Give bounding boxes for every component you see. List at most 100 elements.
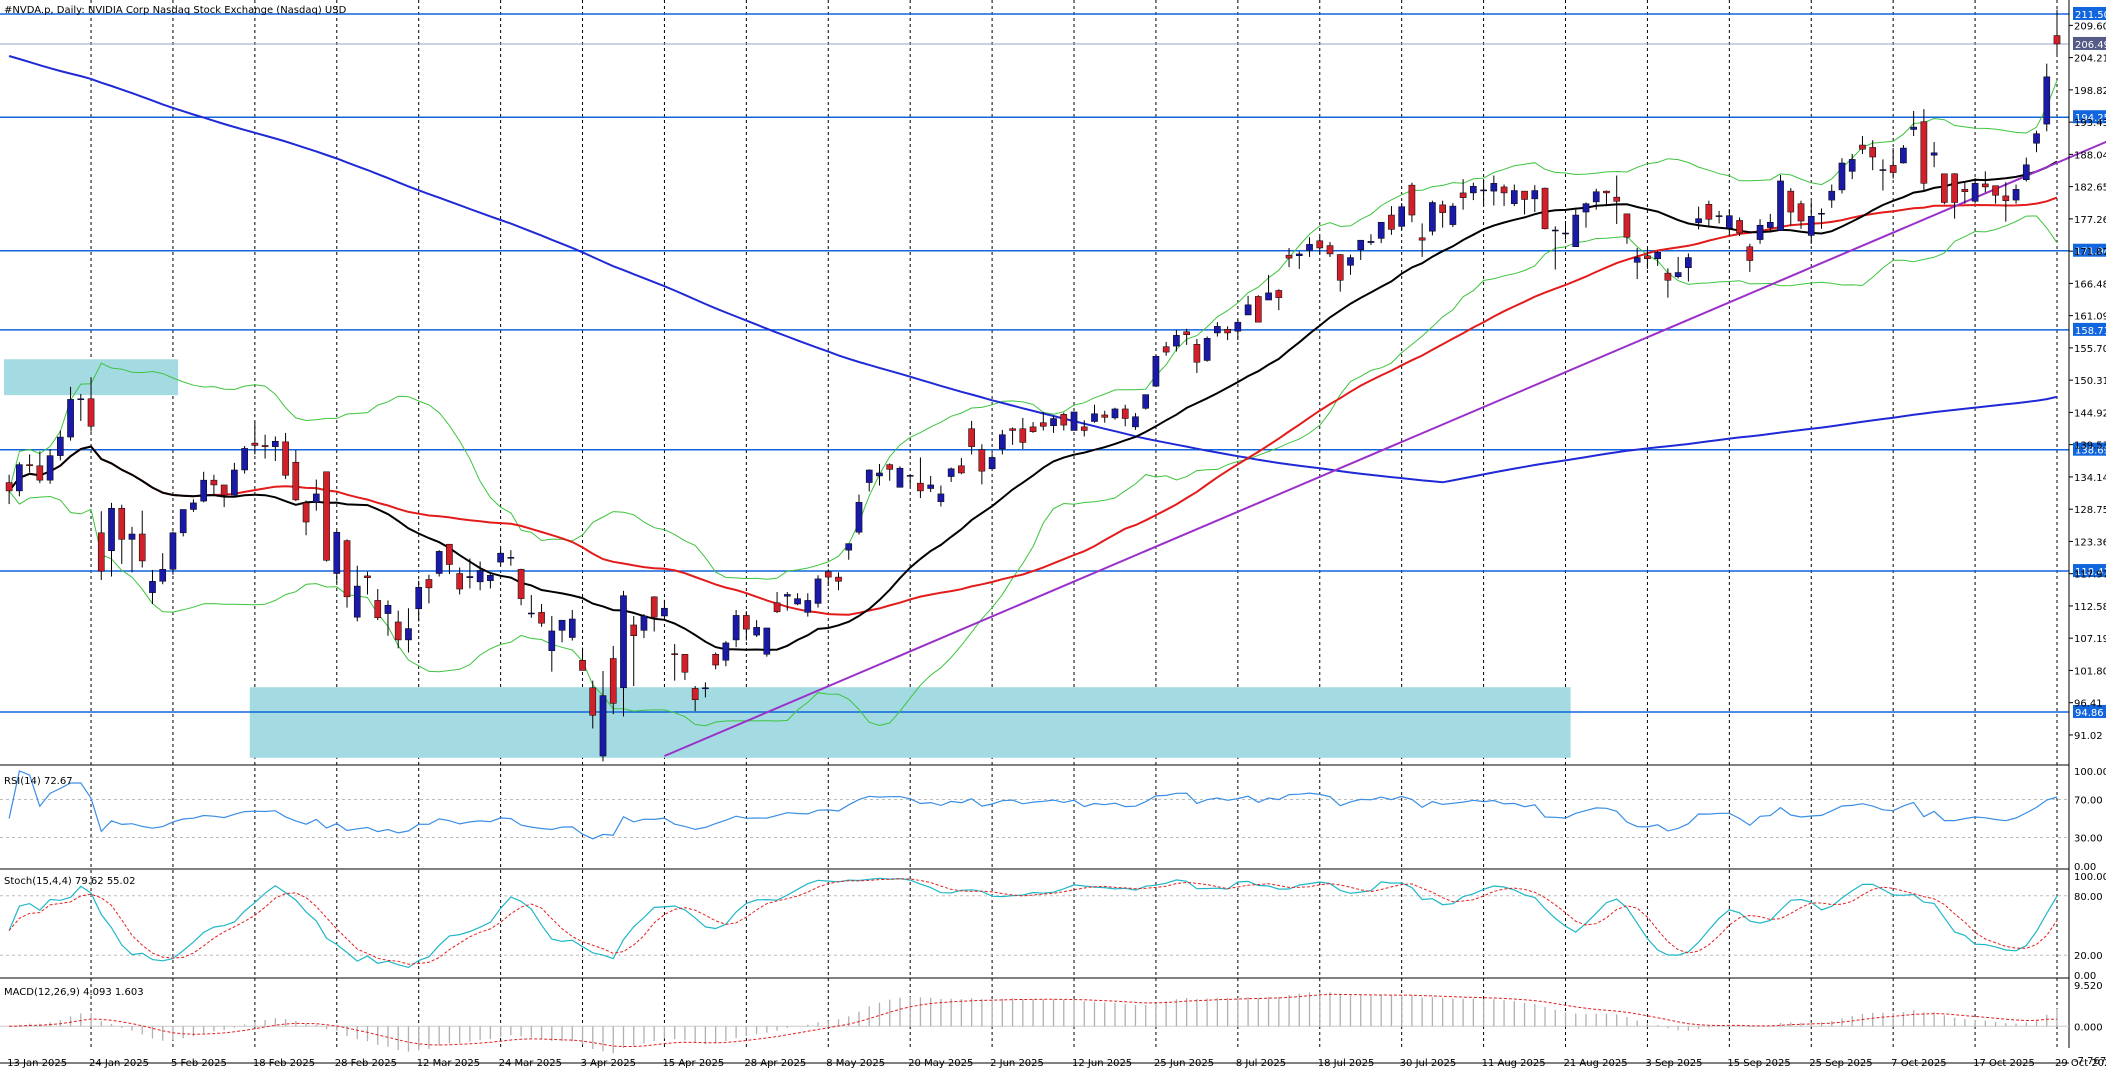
candle	[599, 671, 607, 762]
x-tick-label: 17 Oct 2025	[1973, 1058, 2035, 1069]
bollinger-lower	[8, 215, 2058, 727]
candle	[282, 432, 289, 479]
candle-body	[988, 457, 996, 470]
candle	[466, 558, 474, 589]
candle	[1521, 190, 1528, 215]
x-tick-label: 5 Feb 2025	[171, 1058, 227, 1069]
candle	[906, 474, 914, 487]
x-tick-label: 3 Apr 2025	[581, 1058, 636, 1069]
rsi-tick-label: 70.00	[2074, 796, 2103, 807]
x-tick-label: 24 Jan 2025	[89, 1058, 149, 1069]
price-tick-label: 171.87	[2074, 247, 2106, 258]
candle	[456, 567, 463, 595]
candle-body	[1674, 272, 1682, 277]
stoch-tick-label: 80.00	[2074, 892, 2103, 903]
candle-body	[261, 445, 269, 447]
candle-body	[804, 600, 812, 613]
candle	[947, 467, 955, 482]
candle-body	[497, 552, 504, 563]
candle	[650, 596, 658, 632]
candle	[1961, 182, 1969, 204]
candle-body	[108, 508, 115, 552]
candle-body	[620, 595, 627, 689]
candle	[1726, 209, 1733, 236]
x-tick-label: 18 Jul 2025	[1318, 1058, 1375, 1069]
candle	[149, 569, 156, 605]
candle-body	[1470, 186, 1477, 194]
candle	[108, 502, 115, 577]
candle	[446, 543, 453, 575]
candle-body	[702, 687, 709, 690]
candle	[1214, 322, 1221, 337]
candle-body	[405, 628, 412, 641]
x-tick-label: 7 Oct 2025	[1891, 1058, 1946, 1069]
candle	[712, 652, 719, 670]
candle	[169, 531, 177, 575]
price-tick-label: 117.97	[2074, 570, 2106, 581]
candle-body	[1756, 224, 1764, 240]
candle	[1203, 336, 1211, 362]
candle-body	[56, 436, 64, 456]
candle	[1377, 221, 1385, 244]
macd-tick-label: 9.520	[2074, 981, 2103, 992]
candle-body	[1869, 147, 1877, 158]
candle-body	[128, 533, 136, 540]
candle-body	[1930, 152, 1938, 156]
candle-body	[292, 461, 300, 501]
candle	[1234, 319, 1242, 341]
price-tick-label: 188.04	[2074, 150, 2106, 161]
candle	[640, 614, 648, 639]
x-tick-label: 8 May 2025	[826, 1058, 885, 1069]
candle	[1746, 243, 1754, 272]
price-tick-label: 139.53	[2074, 441, 2106, 452]
candle-body	[1941, 173, 1948, 203]
candle-body	[1685, 257, 1692, 268]
candle-body	[753, 627, 760, 636]
candle	[988, 453, 996, 470]
candle-body	[1265, 292, 1272, 301]
vertical-grid	[90, 0, 2058, 1050]
candle-body	[1377, 221, 1385, 239]
candle	[999, 429, 1006, 455]
candle	[620, 590, 627, 717]
candle	[824, 569, 832, 587]
candle-body	[1951, 173, 1958, 203]
candle	[1572, 209, 1580, 248]
candle-body	[312, 493, 320, 503]
candle	[179, 509, 187, 537]
candle	[220, 484, 228, 508]
candle	[589, 680, 597, 729]
candle	[1900, 145, 1907, 164]
candle	[1132, 413, 1139, 430]
candle-body	[1746, 246, 1754, 261]
candle-body	[855, 502, 863, 533]
candle	[476, 561, 484, 591]
price-pane[interactable]	[0, 0, 2106, 1050]
price-tick-label: 107.19	[2074, 634, 2106, 645]
candle	[968, 420, 975, 455]
candle-body	[1388, 214, 1395, 230]
candle-body	[1009, 428, 1016, 431]
candle	[1009, 427, 1016, 445]
x-tick-label: 13 Jan 2025	[7, 1058, 67, 1069]
candle-body	[456, 573, 463, 590]
candle	[1807, 201, 1815, 244]
candle	[1336, 253, 1344, 292]
candle	[1316, 236, 1324, 255]
stoch-tick-label: 0.00	[2074, 971, 2096, 982]
x-tick-label: 3 Sep 2025	[1645, 1058, 1702, 1069]
candle	[804, 593, 812, 617]
candle-body	[77, 398, 85, 401]
candle	[1265, 274, 1272, 301]
candle	[1889, 148, 1897, 179]
macd-tick-label: -7.767	[2074, 1056, 2106, 1067]
trendline[interactable]	[664, 112, 2106, 757]
candle-body	[282, 441, 289, 476]
candle-body	[394, 621, 402, 641]
candle	[487, 574, 494, 589]
candle-body	[1019, 428, 1027, 443]
candle-body	[1193, 344, 1201, 363]
candle-body	[1797, 203, 1805, 222]
candle-body	[630, 624, 638, 636]
